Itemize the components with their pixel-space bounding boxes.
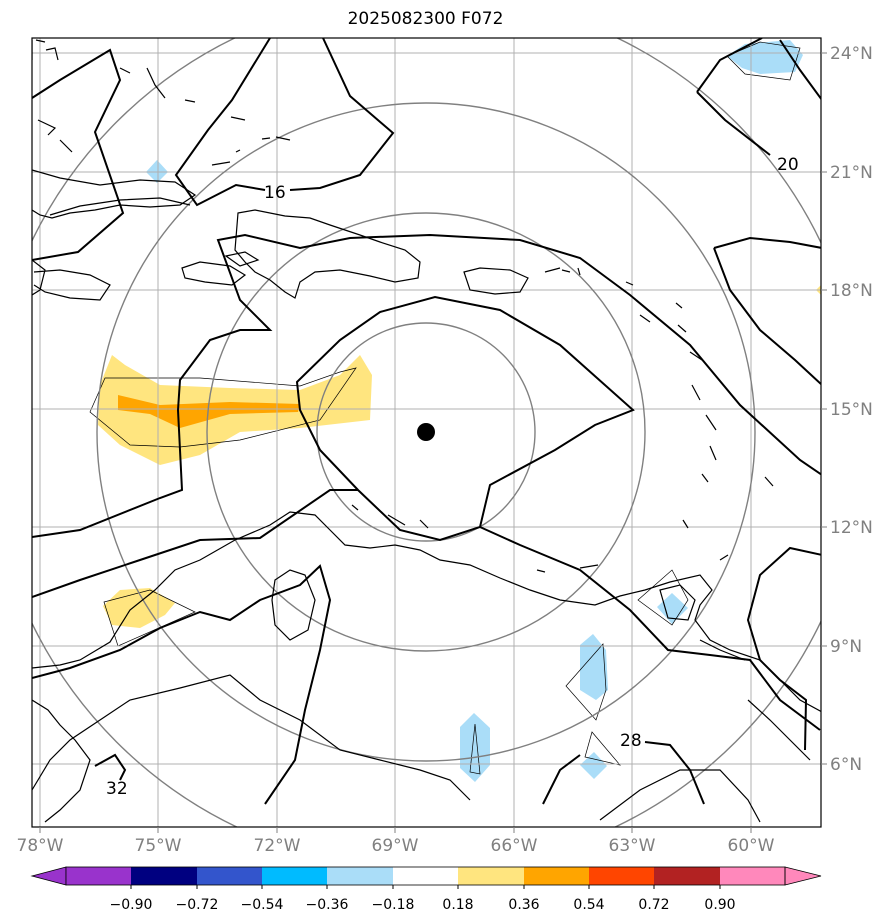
contour-east-2 bbox=[746, 546, 821, 751]
contour-south-1 bbox=[32, 489, 358, 598]
blue-fill-trinidad bbox=[657, 593, 688, 624]
contour-label-28: 28 bbox=[620, 731, 642, 751]
contour-label-16: 16 bbox=[264, 183, 286, 203]
lat-tick-label: 6°N bbox=[830, 755, 862, 775]
colorbar-segment bbox=[654, 867, 720, 885]
contour-large-loop bbox=[32, 233, 821, 538]
colorbar bbox=[30, 866, 822, 889]
lon-tick-label: 60°W bbox=[728, 836, 775, 856]
lon-tick-label: 75°W bbox=[135, 836, 182, 856]
hispaniola-coast bbox=[234, 209, 421, 299]
small-islands-south bbox=[351, 504, 729, 573]
colorbar-tick-labels: −0.90 −0.72 −0.54 −0.36 −0.18 0.18 0.36 … bbox=[110, 897, 736, 913]
colorbar-extend-high bbox=[784, 866, 822, 886]
florida-keys bbox=[32, 40, 46, 296]
orange-fill-west bbox=[118, 395, 300, 428]
lon-tick-labels: 78°W 75°W 72°W 69°W 66°W 63°W 60°W bbox=[17, 836, 775, 856]
colorbar-frame bbox=[65, 866, 786, 886]
map-frame bbox=[31, 37, 822, 828]
lat-tick-label: 12°N bbox=[830, 518, 873, 538]
contour-labels: 16 20 28 32 bbox=[106, 155, 799, 799]
colorbar-tick-label: 0.54 bbox=[573, 897, 604, 913]
colorbar-segment bbox=[458, 867, 524, 885]
colorbar-tick-label: 0.72 bbox=[638, 897, 669, 913]
blue-fill-guyana bbox=[580, 752, 607, 779]
shading-layer bbox=[98, 40, 821, 782]
blue-fill-venezuela-south bbox=[460, 713, 490, 782]
colorbar-segment bbox=[524, 867, 589, 885]
lat-tick-label: 24°N bbox=[830, 44, 873, 64]
colorbar-segment bbox=[66, 867, 131, 885]
contour-inner-loop bbox=[295, 295, 635, 542]
puerto-rico-coast bbox=[463, 267, 529, 295]
contour-16 bbox=[32, 48, 125, 261]
colorbar-tick-label: 0.36 bbox=[508, 897, 539, 913]
contour-east bbox=[713, 236, 821, 386]
bahamas-islands bbox=[35, 39, 291, 166]
lat-tick-label: 9°N bbox=[830, 637, 862, 657]
blue-fill-venezuela-east bbox=[580, 634, 608, 700]
colorbar-tick-label: 0.90 bbox=[704, 897, 735, 913]
contour-south-2 bbox=[32, 564, 332, 805]
lake-maracaibo bbox=[271, 569, 316, 641]
cuba-south-coast bbox=[49, 197, 191, 216]
lon-tick-label: 63°W bbox=[609, 836, 656, 856]
lat-tick-label: 21°N bbox=[830, 163, 873, 183]
colorbar-segment bbox=[589, 867, 654, 885]
colorbar-segment bbox=[327, 867, 393, 885]
lon-tick-label: 78°W bbox=[17, 836, 64, 856]
range-ring-2 bbox=[206, 212, 646, 652]
lon-tick-label: 69°W bbox=[372, 836, 419, 856]
range-ring-1 bbox=[316, 322, 536, 542]
range-rings bbox=[32, 38, 821, 827]
cuba-east-coast bbox=[33, 269, 111, 301]
contours bbox=[32, 38, 821, 805]
storm-center-marker bbox=[417, 423, 435, 441]
venezuela-colombia-coast bbox=[32, 511, 821, 713]
lat-tick-labels: 24°N 21°N 18°N 15°N 12°N 9°N 6°N bbox=[830, 44, 873, 775]
cuba-coast bbox=[32, 169, 197, 219]
colorbar-tick-label: −0.18 bbox=[372, 897, 415, 913]
range-ring-3 bbox=[96, 102, 756, 762]
jamaica-island bbox=[224, 251, 260, 267]
colorbar-tick-label: −0.54 bbox=[241, 897, 284, 913]
colorbar-tick-label: −0.72 bbox=[176, 897, 219, 913]
coastlines bbox=[32, 39, 821, 823]
colorbar-segment bbox=[720, 867, 785, 885]
colorbar-segment bbox=[393, 867, 458, 885]
jamaica-coast bbox=[181, 261, 247, 286]
thin-outlines bbox=[89, 41, 801, 775]
contour-32 bbox=[94, 753, 127, 781]
colorbar-tick-label: 0.18 bbox=[442, 897, 473, 913]
contour-16-north bbox=[174, 38, 395, 207]
contour-28 bbox=[542, 741, 705, 805]
yellow-fill-southwest bbox=[103, 588, 175, 628]
colorbar-tick-label: −0.36 bbox=[306, 897, 349, 913]
colorbar-segment bbox=[262, 867, 327, 885]
lat-tick-label: 18°N bbox=[830, 281, 873, 301]
blue-fill-northeast bbox=[727, 40, 803, 74]
colorbar-segment bbox=[131, 867, 197, 885]
chart-title: 2025082300 F072 bbox=[347, 9, 504, 29]
colorbar-extend-low bbox=[30, 866, 67, 886]
contour-20 bbox=[696, 38, 821, 156]
south-america-interior bbox=[32, 674, 761, 823]
lat-tick-label: 15°N bbox=[830, 400, 873, 420]
colorbar-segment bbox=[197, 867, 262, 885]
colombia-coast-west bbox=[32, 699, 91, 823]
map-area: 16 20 28 32 bbox=[32, 38, 821, 827]
contour-label-32: 32 bbox=[106, 779, 128, 799]
lesser-antilles bbox=[544, 267, 774, 529]
lon-tick-label: 72°W bbox=[254, 836, 301, 856]
trinidad-coast bbox=[659, 584, 696, 621]
colorbar-tick-label: −0.90 bbox=[110, 897, 153, 913]
contour-label-20: 20 bbox=[777, 155, 799, 175]
contour-southeast bbox=[479, 526, 821, 731]
graticule bbox=[32, 38, 821, 827]
axis-tick-marks bbox=[39, 52, 827, 833]
guyana-coast bbox=[699, 639, 811, 761]
lon-tick-label: 66°W bbox=[491, 836, 538, 856]
